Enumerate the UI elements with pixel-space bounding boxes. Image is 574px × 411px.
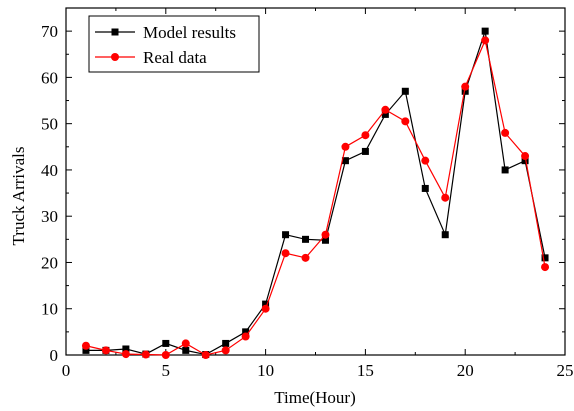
legend-marker — [111, 53, 119, 61]
axes: 0 5 10 15 20 25 0 10 20 30 40 50 60 70 — [41, 7, 574, 380]
data-point — [361, 147, 369, 155]
y-tick-label: 50 — [41, 115, 58, 134]
data-point — [281, 249, 290, 258]
data-point — [81, 341, 90, 350]
legend-entry: Model results — [95, 23, 236, 42]
series-layer — [81, 27, 550, 359]
data-point — [421, 156, 430, 165]
data-point — [381, 110, 389, 118]
data-point — [461, 82, 470, 91]
data-point — [181, 339, 190, 348]
data-point — [262, 300, 270, 308]
legend-label: Real data — [143, 48, 207, 67]
y-tick-label: 10 — [41, 300, 58, 319]
data-point — [441, 231, 449, 239]
data-point — [341, 157, 349, 165]
y-tick-label: 0 — [50, 346, 59, 365]
data-point — [321, 236, 329, 244]
data-point — [101, 346, 110, 355]
y-tick-label: 20 — [41, 253, 58, 272]
data-point — [461, 87, 469, 95]
data-point — [122, 345, 130, 353]
data-point — [401, 117, 410, 126]
data-point — [302, 235, 310, 243]
data-point — [401, 87, 409, 95]
y-tick-label: 30 — [41, 207, 58, 226]
y-tick-label: 40 — [41, 161, 58, 180]
series-line — [85, 38, 546, 356]
series-line — [85, 30, 546, 356]
data-point — [481, 36, 490, 45]
series-model-results — [82, 27, 549, 359]
legend-entry: Real data — [95, 48, 207, 67]
data-point — [341, 142, 350, 151]
data-point — [141, 350, 150, 359]
y-axis-label: Truck Arrivals — [9, 146, 28, 245]
x-tick-label: 5 — [162, 361, 171, 380]
data-point — [521, 157, 529, 165]
data-point — [441, 193, 450, 202]
data-point — [121, 350, 130, 359]
legend: Model results Real data — [88, 15, 260, 73]
x-tick-label: 15 — [357, 361, 374, 380]
y-tick-label: 60 — [41, 68, 58, 87]
legend-box — [88, 15, 260, 73]
data-point — [282, 231, 290, 239]
data-point — [221, 346, 230, 355]
data-point — [421, 184, 429, 192]
data-point — [541, 254, 549, 262]
y-tick-label: 70 — [41, 22, 58, 41]
data-point — [241, 332, 250, 341]
x-axis-label: Time(Hour) — [274, 388, 356, 407]
x-tick-label: 0 — [62, 361, 71, 380]
data-point — [161, 351, 170, 359]
legend-marker — [111, 28, 119, 36]
data-point — [381, 105, 390, 114]
x-tick-label: 25 — [557, 361, 574, 380]
series-real-data — [81, 36, 550, 359]
data-point — [481, 27, 489, 35]
x-tick-label: 10 — [257, 361, 274, 380]
data-point — [521, 152, 530, 161]
x-tick-label: 20 — [457, 361, 474, 380]
data-point — [541, 263, 550, 272]
data-point — [162, 339, 170, 347]
data-point — [321, 230, 330, 239]
data-point — [501, 128, 510, 137]
data-point — [361, 131, 370, 140]
data-point — [182, 346, 190, 354]
data-point — [242, 328, 250, 336]
data-point — [261, 304, 270, 313]
data-point — [301, 253, 310, 262]
data-point — [82, 346, 90, 354]
data-point — [222, 339, 230, 347]
data-point — [501, 166, 509, 174]
legend-label: Model results — [143, 23, 236, 42]
data-point — [201, 351, 210, 359]
